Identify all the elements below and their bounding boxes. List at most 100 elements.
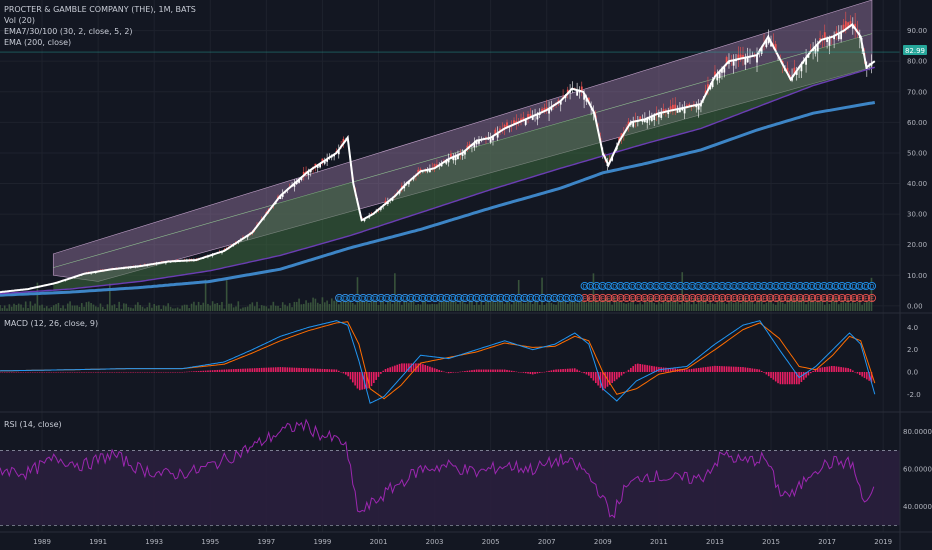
volume-bar (447, 301, 450, 311)
dividend-marker-text: D (367, 296, 372, 303)
legend-ema-200[interactable]: EMA (200, close) (4, 38, 72, 47)
legend-volume[interactable]: Vol (20) (4, 16, 35, 25)
dividend-marker-text: D (720, 284, 725, 291)
volume-bar (429, 304, 431, 311)
macd-histogram-bar (298, 367, 300, 372)
macd-histogram-bar (102, 371, 104, 373)
macd-histogram-bar (602, 371, 604, 391)
dividend-marker-text: D (439, 296, 444, 303)
earnings-marker-text: E (649, 296, 653, 303)
price-tick-label: 90.00 (907, 27, 927, 35)
macd-histogram-bar (496, 369, 499, 372)
macd-histogram-bar (214, 370, 216, 372)
dividend-marker-text: D (355, 296, 360, 303)
macd-histogram-bar (38, 371, 41, 373)
volume-bar (160, 308, 163, 311)
volume-bar (847, 298, 849, 311)
volume-bar (87, 301, 90, 311)
volume-bar (405, 299, 408, 311)
volume-bar (260, 305, 263, 311)
macd-histogram-bar (162, 371, 165, 373)
macd-histogram-bar (482, 369, 485, 372)
rsi-legend[interactable]: RSI (14, close) (4, 419, 62, 430)
candle-body (440, 163, 443, 167)
macd-histogram-bar (564, 368, 567, 372)
volume-bar (85, 302, 88, 311)
candle-body (475, 140, 478, 145)
earnings-marker-text: E (714, 296, 718, 303)
macd-histogram-bar (396, 364, 398, 372)
candle-body (429, 169, 431, 173)
volume-bar (335, 300, 338, 311)
volume-bar (29, 301, 32, 311)
dividend-marker-text: D (636, 284, 641, 291)
candle-body (679, 108, 681, 113)
volume-bar (181, 305, 184, 311)
volume-bar (0, 305, 1, 311)
macd-histogram-bar (314, 368, 317, 372)
candle-body (419, 169, 422, 172)
volume-bar (443, 297, 445, 311)
earnings-marker-text: E (786, 296, 790, 303)
volume-bar (359, 298, 361, 311)
candle-body (524, 119, 527, 125)
macd-histogram-bar (104, 371, 106, 373)
volume-bar (218, 304, 221, 311)
legend-ema-ribbon[interactable]: EMA7/30/100 (30, 2, close, 5, 2) (4, 27, 133, 36)
volume-bar (842, 300, 845, 311)
earnings-marker-text: E (840, 296, 844, 303)
ema-short-line (0, 23, 876, 294)
macd-histogram-bar (90, 371, 92, 373)
x-tick-label: 2015 (762, 538, 780, 546)
volume-bar (204, 279, 207, 311)
volume-bar (235, 306, 237, 311)
macd-histogram-bar (291, 367, 293, 372)
macd-histogram-bar (793, 371, 796, 385)
dividend-marker-text: D (511, 296, 516, 303)
volume-bar (17, 303, 20, 311)
macd-histogram-bar (447, 371, 450, 374)
macd-histogram-bar (155, 371, 158, 373)
macd-histogram-bar (828, 366, 831, 372)
macd-histogram-bar (382, 370, 384, 372)
volume-bar (480, 301, 483, 311)
volume-bar (52, 305, 55, 311)
macd-histogram-bar (508, 370, 511, 372)
macd-histogram-bar (735, 366, 737, 372)
candle-body (707, 84, 709, 91)
volume-bar (155, 305, 158, 311)
earnings-marker-text: E (774, 296, 778, 303)
dividend-marker-text: D (522, 296, 527, 303)
volume-bar (293, 301, 296, 311)
dividend-marker-text: D (678, 284, 683, 291)
volume-bar (573, 297, 576, 311)
dividend-marker-text: D (499, 296, 504, 303)
volume-bar (667, 300, 670, 311)
macd-histogram-bar (398, 363, 401, 372)
volume-bar (662, 299, 665, 311)
volume-bar (394, 273, 396, 311)
dividend-marker-text: D (630, 284, 635, 291)
candle-body (795, 70, 798, 75)
earnings-marker-text: E (667, 296, 671, 303)
macd-histogram-bar (779, 371, 782, 385)
earnings-marker-text: E (792, 296, 796, 303)
macd-histogram-bar (704, 367, 707, 372)
macd-histogram-bar (445, 371, 448, 373)
macd-histogram-bar (244, 368, 247, 372)
dividend-marker-text: D (517, 296, 522, 303)
macd-histogram-bar (284, 367, 286, 372)
candle-body (662, 109, 665, 113)
macd-legend[interactable]: MACD (12, 26, close, 9) (4, 318, 98, 329)
volume-bar (772, 303, 775, 311)
candle-body (643, 119, 646, 122)
volume-bar (802, 299, 805, 311)
volume-bar (868, 301, 870, 311)
macd-histogram-bar (821, 367, 824, 372)
candle-body (816, 43, 819, 52)
candle-body (723, 66, 726, 73)
volume-bar (337, 304, 340, 311)
volume-bar (116, 307, 118, 311)
macd-histogram-bar (725, 366, 728, 372)
